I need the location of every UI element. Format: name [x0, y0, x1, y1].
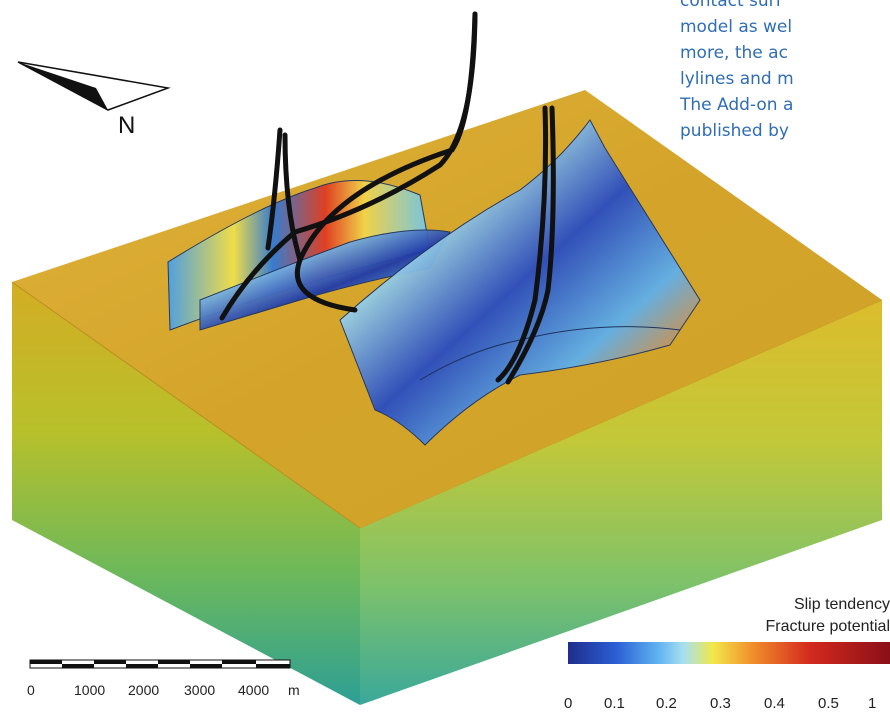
fault-surface-3	[339, 119, 701, 446]
north-arrow-icon	[17, 61, 171, 111]
scale-tick-0: 0	[27, 682, 35, 698]
colorbar-tick-1: 0.1	[604, 695, 625, 712]
scale-tick-3000: 3000	[184, 682, 216, 698]
body-text-line-6: published by	[680, 121, 789, 141]
body-text-line-1: contact surf	[680, 0, 782, 11]
well-4	[282, 132, 303, 263]
colorbar-tick-6: 1	[868, 695, 877, 712]
scale-bar-graphic	[29, 659, 291, 669]
body-text-line-5: The Add-on a	[680, 95, 794, 115]
well-6	[505, 105, 556, 385]
scale-tick-2000: 2000	[128, 682, 160, 698]
body-text-line-4: lylines and m	[680, 69, 794, 89]
colorbar-tick-0: 0	[564, 695, 573, 712]
colorbar-title-fracture-potential: Fracture potential	[765, 618, 890, 635]
block-right-side	[360, 300, 882, 705]
scale-tick-4000: 4000	[238, 682, 270, 698]
colorbar-tick-4: 0.4	[764, 695, 785, 712]
body-text-line-3: more, the ac	[680, 43, 788, 63]
block-left-side	[12, 282, 360, 705]
body-text-line-2: model as wel	[680, 17, 793, 37]
colorbar-tick-5: 0.5	[818, 695, 839, 712]
north-label: N	[118, 112, 136, 139]
colorbar-title-slip-tendency: Slip tendency	[793, 596, 890, 613]
well-2	[219, 11, 478, 321]
scale-unit: m	[288, 682, 300, 698]
well-5	[495, 105, 549, 383]
colorbar-tick-3: 0.3	[710, 695, 731, 712]
colorbar-gradient	[568, 642, 890, 664]
colorbar-tick-2: 0.2	[656, 695, 677, 712]
body-text-excerpt: contact surf model as wel more, the ac l…	[680, 0, 890, 144]
scale-tick-1000: 1000	[74, 682, 106, 698]
well-3	[265, 127, 283, 251]
wells	[219, 11, 556, 385]
